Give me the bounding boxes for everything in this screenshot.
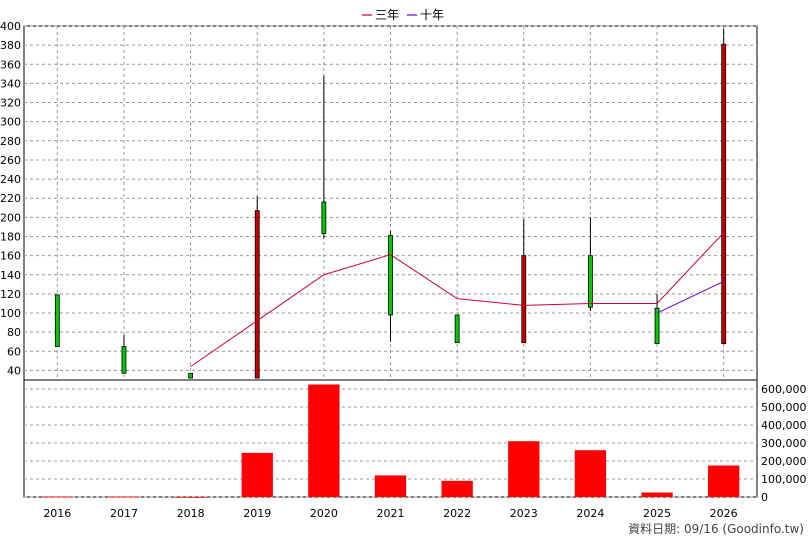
chart-legend: 三年 十年: [362, 8, 444, 22]
price-tick-label: 80: [7, 326, 21, 339]
ma-line: [656, 281, 724, 314]
volume-tick-label: 200,000: [761, 455, 807, 468]
price-tick-label: 360: [0, 58, 21, 71]
price-tick-label: 120: [0, 288, 21, 301]
x-tick-label: 2026: [710, 507, 738, 520]
price-tick-label: 140: [0, 269, 21, 282]
price-tick-label: 40: [7, 364, 21, 377]
x-axis: 2016 2017 2018 2019 2020 2021 2022 2023 2024 2025…: [43, 507, 737, 520]
volume-bar: [41, 496, 73, 498]
x-tick-label: 2024: [576, 507, 604, 520]
x-tick-label: 2022: [443, 507, 471, 520]
volume-bar: [308, 384, 340, 497]
volume-bar: [174, 497, 207, 498]
volume-bar: [441, 480, 473, 497]
candle-body: [254, 210, 260, 379]
volume-bar: [508, 441, 540, 497]
volume-panel: 0 100,000 200,000 300,000 400,000 500,000 600,…: [23, 379, 807, 504]
volume-tick-label: 0: [761, 491, 768, 504]
volume-bar: [374, 475, 407, 497]
x-tick-label: 2021: [377, 507, 405, 520]
price-tick-label: 300: [0, 116, 21, 129]
candle-body: [121, 346, 127, 374]
price-tick-label: 240: [0, 173, 21, 186]
price-tick-label: 100: [0, 307, 21, 320]
candle-body: [588, 255, 593, 308]
x-tick-label: 2023: [510, 507, 538, 520]
price-tick-label: 220: [0, 192, 21, 205]
price-tick-label: 320: [0, 97, 21, 110]
price-panel: 40 60 80 100 120 140 160 180 200 220 240 260 280 300 3…: [0, 20, 758, 497]
x-tick-label: 2016: [43, 507, 71, 520]
volume-tick-label: 300,000: [761, 437, 807, 450]
candle-body: [388, 235, 393, 316]
price-tick-label: 260: [0, 154, 21, 167]
volume-tick-label: 500,000: [761, 401, 807, 414]
price-tick-label: 160: [0, 250, 21, 263]
candle-body: [454, 314, 460, 344]
legend-label: 三年: [375, 8, 399, 22]
candle-body: [654, 307, 660, 345]
volume-tick-label: 100,000: [761, 473, 807, 486]
candle-body: [54, 294, 60, 347]
volume-bar: [641, 492, 673, 497]
x-tick-label: 2020: [310, 507, 338, 520]
ma-line: [190, 232, 725, 368]
x-tick-label: 2019: [243, 507, 271, 520]
price-tick-label: 340: [0, 77, 21, 90]
data-source-label: 資料日期: 09/16 (Goodinfo.tw): [628, 522, 804, 536]
price-tick-label: 60: [7, 345, 21, 358]
price-tick-label: 200: [0, 211, 21, 224]
price-tick-label: 380: [0, 39, 21, 52]
candle-body: [321, 201, 327, 235]
x-tick-label: 2018: [177, 507, 205, 520]
volume-bar: [708, 465, 740, 497]
x-tick-label: 2025: [643, 507, 671, 520]
price-tick-label: 180: [0, 230, 21, 243]
candle-body: [521, 255, 527, 344]
candle-body: [721, 43, 727, 345]
x-tick-label: 2017: [110, 507, 138, 520]
price-tick-label: 280: [0, 135, 21, 148]
price-tick-label: 400: [0, 20, 21, 33]
candle-body: [188, 372, 193, 379]
volume-bar: [574, 450, 607, 497]
volume-tick-label: 600,000: [761, 383, 807, 396]
volume-tick-label: 400,000: [761, 419, 807, 432]
legend-label: 十年: [420, 8, 444, 22]
volume-bar: [108, 496, 140, 498]
volume-bar: [241, 452, 273, 497]
